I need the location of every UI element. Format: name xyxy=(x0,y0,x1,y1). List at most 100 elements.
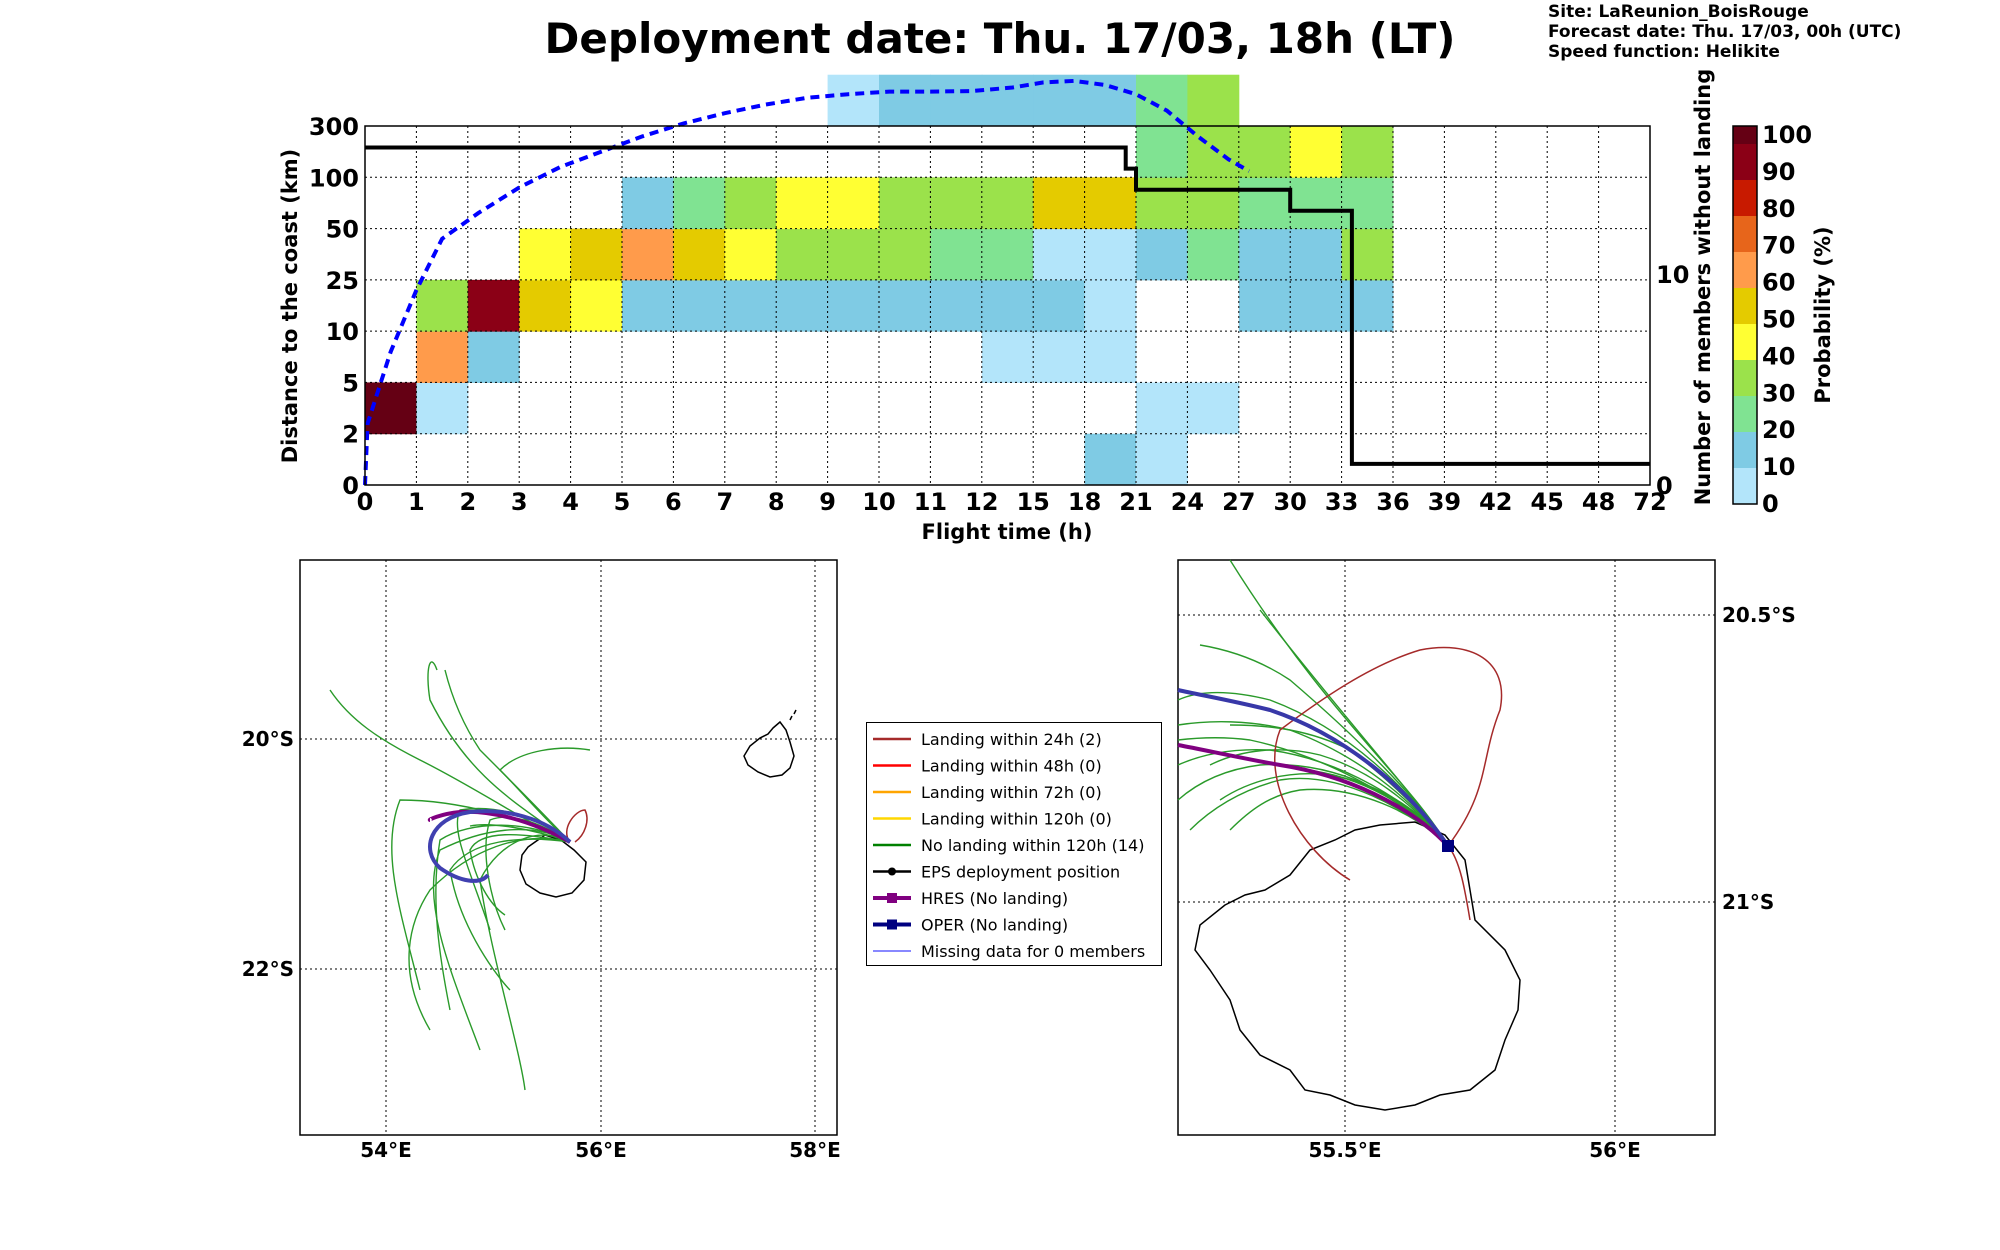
heatmap-cell xyxy=(416,331,469,383)
heatmap-cell xyxy=(930,228,983,281)
heatmap-cell xyxy=(519,279,572,332)
legend-label: No landing within 120h (14) xyxy=(921,836,1144,855)
heatmap-cell xyxy=(1238,279,1291,332)
lon-label: 56°E xyxy=(1589,1138,1641,1162)
heatmap-cell xyxy=(724,279,777,332)
reunion-coastline-zoom xyxy=(1194,821,1521,1111)
deployment-marker xyxy=(1442,840,1454,852)
y-tick-label: 300 xyxy=(309,113,359,141)
oper-trajectory-zoom xyxy=(1177,688,1450,848)
heatmap-cell xyxy=(981,74,1034,127)
heatmap-cell xyxy=(827,74,880,127)
y-axis-label: Distance to the coast (km) xyxy=(278,149,302,464)
legend-marker xyxy=(888,867,896,876)
heatmap-cell xyxy=(981,279,1034,332)
heatmap-cell xyxy=(673,279,726,332)
colorbar-frame xyxy=(1732,125,1758,505)
hres-trajectory-zoom xyxy=(1177,743,1450,848)
legend-item: EPS deployment position xyxy=(873,863,1120,882)
y2-tick-labels: 0 10 xyxy=(1656,261,1689,500)
colorbar-tick-label: 50 xyxy=(1762,306,1795,334)
colorbar-swatch xyxy=(1733,432,1757,468)
heatmap-cell xyxy=(673,228,726,281)
left-map-lon-labels: 54°E 56°E 58°E xyxy=(360,1138,841,1162)
lon-label: 56°E xyxy=(575,1138,627,1162)
x-tick-label: 24 xyxy=(1171,488,1204,516)
y2-tick-label: 10 xyxy=(1656,261,1689,289)
colorbar: 0 10 20 30 40 50 60 70 80 90 100 xyxy=(1732,121,1812,518)
x-tick-label: 48 xyxy=(1582,488,1615,516)
y-tick-label: 10 xyxy=(326,318,359,346)
heatmap-frame xyxy=(364,125,1651,486)
lat-label: 20.5°S xyxy=(1722,603,1796,627)
x-tick-label: 9 xyxy=(819,488,836,516)
y-tick-label: 5 xyxy=(342,369,359,397)
heatmap-cell xyxy=(1238,177,1291,230)
x-tick-label: 12 xyxy=(965,488,998,516)
forecast-info: Site: LaReunion_BoisRouge Forecast date:… xyxy=(1548,2,1901,62)
x-tick-label: 11 xyxy=(914,488,947,516)
colorbar-swatch xyxy=(1733,180,1757,216)
chart-title: Deployment date: Thu. 17/03, 18h (LT) xyxy=(544,14,1456,63)
legend-item: HRES (No landing) xyxy=(873,889,1068,908)
heatmap-cell xyxy=(930,279,983,332)
heatmap-cell xyxy=(981,177,1034,230)
heatmap-cell xyxy=(1136,126,1188,178)
heatmap-cell xyxy=(724,177,777,230)
heatmap-cell xyxy=(1187,382,1240,435)
colorbar-swatch xyxy=(1733,468,1757,504)
legend-item: Landing within 24h (2) xyxy=(873,730,1102,749)
x-tick-label: 5 xyxy=(614,488,631,516)
heatmap-cell xyxy=(879,228,931,281)
x-tick-label: 6 xyxy=(665,488,682,516)
colorbar-tick-label: 10 xyxy=(1762,453,1795,481)
legend-label: EPS deployment position xyxy=(921,863,1120,882)
y2-axis-label: Number of members without landing xyxy=(1691,69,1715,506)
legend-label: Landing within 48h (0) xyxy=(921,757,1102,776)
x-tick-label: 2 xyxy=(459,488,476,516)
heatmap-cell xyxy=(1238,126,1291,178)
x-tick-label: 3 xyxy=(511,488,528,516)
heatmap-cell xyxy=(1084,331,1137,383)
lat-label: 21°S xyxy=(1722,890,1774,914)
left-map: 54°E 56°E 58°E 20°S 22°S xyxy=(242,559,841,1162)
colorbar-swatch xyxy=(1733,288,1757,324)
left-map-lat-labels: 20°S 22°S xyxy=(242,727,294,981)
right-map-lon-labels: 55.5°E 56°E xyxy=(1308,1138,1640,1162)
heatmap-cell xyxy=(827,228,880,281)
heatmap-cell xyxy=(1084,228,1137,281)
heatmap-cell xyxy=(1341,126,1394,178)
y-tick-label: 100 xyxy=(309,164,359,192)
heatmap-cell xyxy=(1341,177,1394,230)
heatmap-cells xyxy=(365,74,1394,486)
x-tick-label: 4 xyxy=(562,488,579,516)
x-tick-label: 33 xyxy=(1325,488,1358,516)
colorbar-swatch xyxy=(1733,396,1757,432)
colorbar-tick-label: 100 xyxy=(1762,121,1812,149)
right-map: 55.5°E 56°E 20.5°S 21°S xyxy=(1177,559,1796,1162)
x-tick-label: 36 xyxy=(1376,488,1409,516)
heatmap-cell xyxy=(467,279,520,332)
heatmap-cell xyxy=(879,177,931,230)
heatmap-grid xyxy=(365,126,1650,485)
heatmap-cell xyxy=(570,228,623,281)
legend-item: No landing within 120h (14) xyxy=(873,836,1144,855)
x-tick-label: 8 xyxy=(768,488,785,516)
mean-distance-curve xyxy=(363,78,1251,486)
heatmap-cell xyxy=(1290,126,1343,178)
heatmap-cell xyxy=(1187,177,1240,230)
heatmap-cell xyxy=(570,279,623,332)
heatmap-cell xyxy=(1084,433,1137,486)
heatmap-cell xyxy=(1187,228,1240,281)
right-map-grid xyxy=(1178,560,1715,1135)
legend-label: Landing within 72h (0) xyxy=(921,783,1102,802)
lat-label: 22°S xyxy=(242,957,294,981)
colorbar-swatch xyxy=(1733,126,1757,144)
y-tick-label: 0 xyxy=(342,472,359,500)
heatmap-cell xyxy=(724,228,777,281)
heatmap-cell xyxy=(1136,433,1188,486)
x-tick-label: 18 xyxy=(1068,488,1101,516)
x-tick-label: 15 xyxy=(1016,488,1049,516)
legend-item: Landing within 72h (0) xyxy=(873,783,1102,802)
y2-tick-label: 0 xyxy=(1656,472,1673,500)
